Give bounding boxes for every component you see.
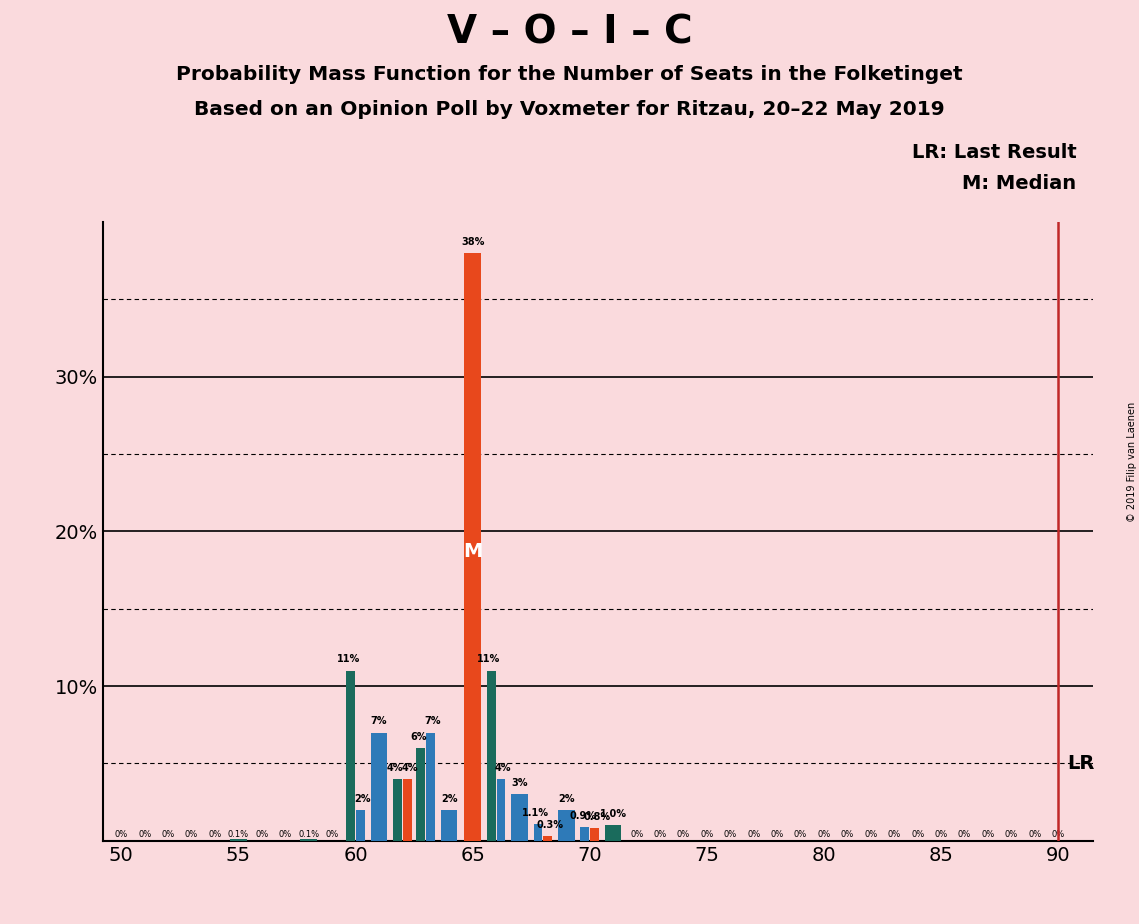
Bar [357, 809, 364, 841]
Bar [346, 671, 355, 841]
Text: 11%: 11% [477, 654, 501, 664]
Text: 0%: 0% [1005, 831, 1018, 839]
Bar [533, 824, 542, 841]
Text: V – O – I – C: V – O – I – C [446, 14, 693, 52]
Text: 0%: 0% [255, 831, 269, 839]
Text: 4%: 4% [387, 762, 403, 772]
Text: 7%: 7% [370, 716, 387, 726]
Text: 0%: 0% [115, 831, 128, 839]
Bar [370, 733, 387, 841]
Text: Probability Mass Function for the Number of Seats in the Folketinget: Probability Mass Function for the Number… [177, 65, 962, 84]
Text: 1.0%: 1.0% [600, 809, 626, 820]
Text: 0.8%: 0.8% [583, 812, 611, 822]
Text: 3%: 3% [511, 778, 527, 788]
Text: Based on an Opinion Poll by Voxmeter for Ritzau, 20–22 May 2019: Based on an Opinion Poll by Voxmeter for… [194, 100, 945, 119]
Text: 0%: 0% [185, 831, 198, 839]
Bar [511, 795, 527, 841]
Text: 0%: 0% [794, 831, 808, 839]
Text: 0%: 0% [279, 831, 292, 839]
Text: 0%: 0% [208, 831, 222, 839]
Text: 0%: 0% [1051, 831, 1065, 839]
Text: 0%: 0% [630, 831, 644, 839]
Text: LR: Last Result: LR: Last Result [911, 143, 1076, 163]
Text: 0%: 0% [865, 831, 877, 839]
Bar [558, 809, 574, 841]
Text: 6%: 6% [410, 732, 427, 742]
Text: 11%: 11% [337, 654, 360, 664]
Text: 0%: 0% [771, 831, 784, 839]
Bar [441, 809, 458, 841]
Text: 0.1%: 0.1% [298, 831, 319, 839]
Text: 0%: 0% [934, 831, 948, 839]
Bar [417, 748, 425, 841]
Text: 0.3%: 0.3% [536, 820, 564, 830]
Bar [403, 779, 411, 841]
Text: 0.9%: 0.9% [570, 810, 596, 821]
Text: M: Median: M: Median [962, 174, 1076, 193]
Text: 2%: 2% [354, 794, 371, 804]
Text: 0%: 0% [1029, 831, 1041, 839]
Text: 0%: 0% [911, 831, 925, 839]
Text: 0%: 0% [326, 831, 338, 839]
Text: 38%: 38% [461, 237, 484, 247]
Bar [230, 839, 246, 841]
Bar [605, 825, 622, 841]
Text: 0%: 0% [982, 831, 994, 839]
Text: 0%: 0% [958, 831, 972, 839]
Text: 0%: 0% [841, 831, 854, 839]
Text: 0%: 0% [677, 831, 690, 839]
Text: 0%: 0% [700, 831, 713, 839]
Bar [581, 827, 589, 841]
Text: 2%: 2% [558, 794, 574, 804]
Text: 0.1%: 0.1% [228, 831, 249, 839]
Text: 4%: 4% [494, 762, 511, 772]
Text: 1.1%: 1.1% [523, 808, 549, 818]
Text: 0%: 0% [654, 831, 666, 839]
Text: 4%: 4% [401, 762, 418, 772]
Bar [497, 779, 506, 841]
Text: 2%: 2% [441, 794, 458, 804]
Text: M: M [462, 542, 482, 561]
Text: LR: LR [1067, 754, 1095, 773]
Text: 0%: 0% [747, 831, 761, 839]
Text: 0%: 0% [887, 831, 901, 839]
Bar [465, 253, 481, 841]
Bar [393, 779, 402, 841]
Text: 0%: 0% [162, 831, 174, 839]
Bar [426, 733, 435, 841]
Text: 0%: 0% [138, 831, 151, 839]
Bar [590, 829, 599, 841]
Text: 7%: 7% [425, 716, 441, 726]
Bar [543, 836, 552, 841]
Text: © 2019 Filip van Laenen: © 2019 Filip van Laenen [1126, 402, 1137, 522]
Text: 0%: 0% [818, 831, 830, 839]
Bar [486, 671, 495, 841]
Text: 0%: 0% [723, 831, 737, 839]
Bar [301, 839, 317, 841]
